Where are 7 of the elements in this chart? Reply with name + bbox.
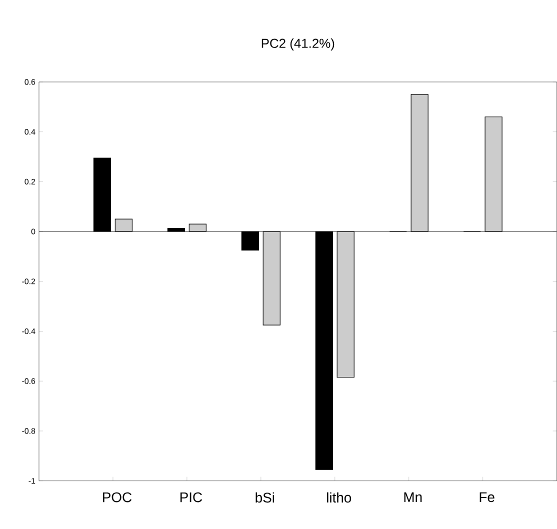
x-tick-label: POC xyxy=(102,492,132,502)
x-tick-label: PIC xyxy=(180,492,202,502)
x-tick-label: Fe xyxy=(480,492,494,502)
x-tick-label: bSi xyxy=(256,492,274,503)
x-tick-label: Mn xyxy=(404,492,422,502)
x-tick-label: litho xyxy=(327,492,352,503)
chart-title: PC2 (41.2%) xyxy=(262,38,334,51)
